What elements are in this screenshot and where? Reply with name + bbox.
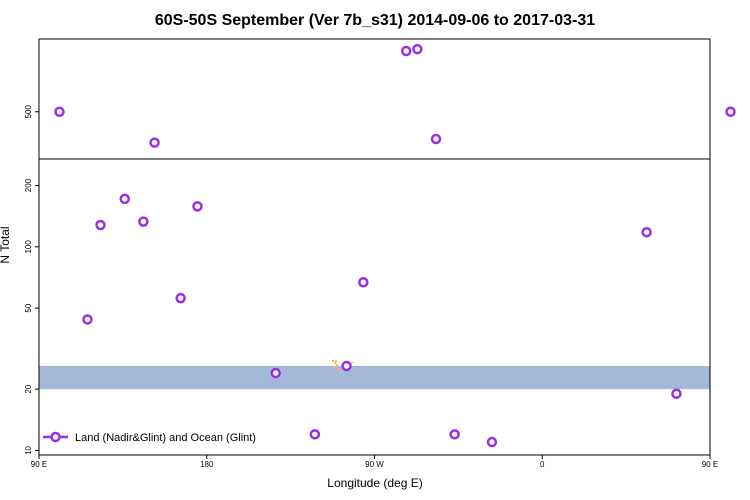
lower-data-point [95, 219, 106, 231]
x-tick-label: 90 E [702, 460, 718, 469]
lower-data-point [449, 429, 460, 440]
legend-label: Land (Nadir&Glint) and Ocean (Glint) [75, 432, 256, 444]
highlight-dot [339, 371, 341, 373]
x-tick-label: 90 W [365, 460, 384, 469]
lower-data-point [82, 314, 93, 325]
legend: Land (Nadir&Glint) and Ocean (Glint) [43, 431, 256, 444]
highlight-dot [337, 368, 339, 370]
lower-data-point [192, 201, 203, 212]
upper-data-point [430, 133, 442, 145]
x-tick-label: 0 [540, 460, 545, 469]
upper-data-point [400, 45, 412, 57]
lower-data-point [486, 436, 498, 448]
highlight-dot [387, 369, 388, 371]
lower-y-tick-label: 100 [24, 240, 33, 254]
lower-data-point [358, 277, 369, 288]
upper-panel-frame [38, 38, 711, 160]
upper-data-point [149, 137, 160, 148]
upper-data-point [412, 43, 423, 55]
upper-data-point [54, 106, 65, 117]
lower-data-point [119, 193, 130, 205]
highlight-dot [333, 366, 335, 368]
x-tick-label: 90 E [31, 460, 47, 469]
x-axis: 90 E 180 90 W 0 90 E [31, 455, 718, 469]
band-highlight [332, 360, 388, 373]
highlight-dot [332, 360, 334, 362]
highlight-dot [336, 364, 338, 366]
x-axis-label: Longitude (deg E) [327, 476, 422, 490]
lower-data-point [175, 292, 186, 304]
lower-data-point [671, 388, 682, 399]
lower-data-point [138, 216, 149, 227]
lower-data-point [270, 367, 281, 379]
lower-y-tick-label: 20 [24, 384, 33, 393]
highlight-dot [351, 362, 354, 363]
y-axis-label: N Total [0, 226, 12, 263]
upper-panel: 500 [24, 38, 736, 160]
chart-title: 60S-50S September (Ver 7b_s31) 2014-09-0… [155, 12, 595, 29]
reference-band [39, 365, 710, 390]
lower-y-tick-label: 10 [24, 445, 33, 454]
highlight-dot [334, 362, 336, 364]
lower-data-point [641, 226, 652, 238]
lower-panel-frame [38, 158, 711, 456]
lower-y-tick-label: 50 [24, 303, 33, 312]
lower-data-point [341, 360, 352, 372]
x-tick-label: 180 [200, 460, 214, 469]
upper-data-point [725, 106, 736, 117]
lower-y-tick-label: 200 [24, 178, 33, 192]
lower-panel: 10 20 50 100 200 [24, 158, 711, 456]
legend-marker [50, 431, 61, 443]
lower-data-point [309, 429, 321, 440]
upper-y-tick-label: 500 [24, 105, 33, 119]
highlight-dot [335, 360, 337, 362]
